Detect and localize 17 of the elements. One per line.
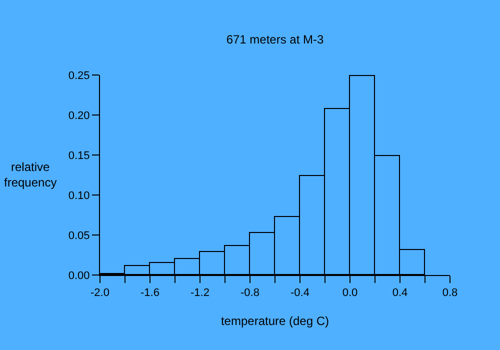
y-tick-label: 0.10 [68, 190, 90, 202]
y-tick-label: 0.00 [68, 270, 90, 282]
y-tick-label: 0.05 [68, 230, 90, 242]
y-axis-title: relative frequency [4, 160, 57, 190]
x-tick-label: 0.4 [392, 287, 408, 300]
x-tick-label: -2.0 [90, 287, 110, 300]
x-tick-label: -0.4 [290, 287, 310, 300]
x-tick-label: -1.6 [140, 287, 160, 300]
y-tick-label: 0.25 [68, 70, 90, 82]
x-tick-label: -1.2 [190, 287, 210, 300]
x-tick-label: 0.8 [442, 287, 458, 300]
y-tick-label: 0.15 [68, 150, 90, 162]
x-tick-label: -0.8 [240, 287, 260, 300]
x-axis-title: temperature (deg C) [220, 314, 330, 328]
x-tick-label: 0.0 [342, 287, 358, 300]
chart-title: 671 meters at M-3 [226, 32, 324, 46]
y-tick-label: 0.20 [68, 110, 90, 122]
